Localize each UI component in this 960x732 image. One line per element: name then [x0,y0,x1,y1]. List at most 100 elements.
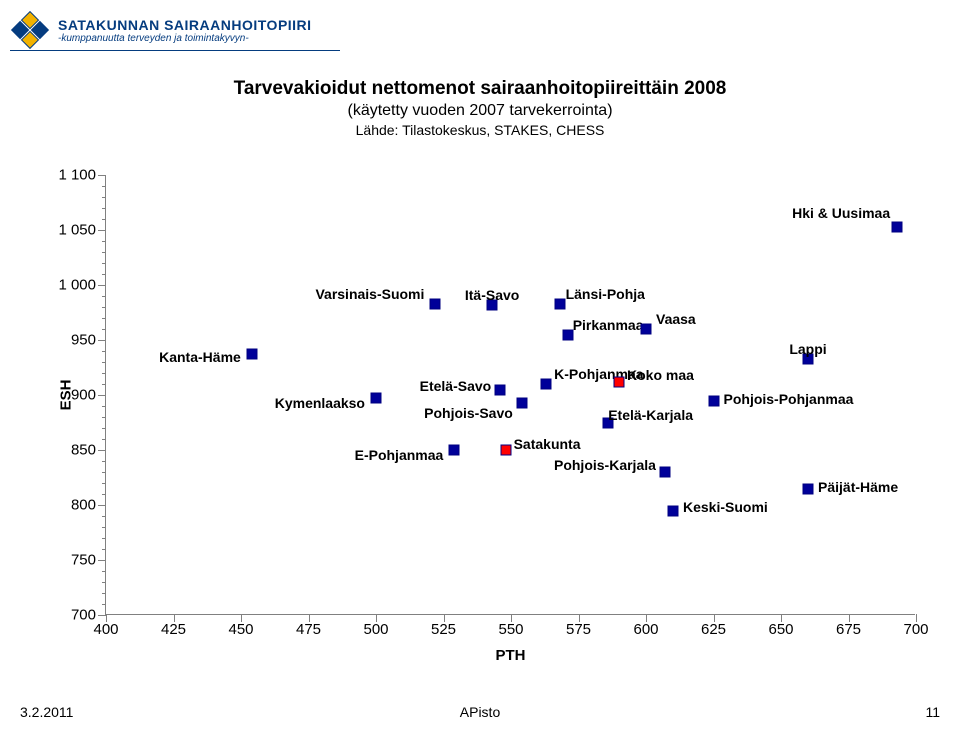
x-tick-label: 500 [363,621,388,638]
x-tick-label: 600 [633,621,658,638]
y-tick-minor [102,494,106,495]
data-point [371,393,382,404]
footer-page: 11 [925,704,940,720]
y-tick-minor [102,439,106,440]
y-tick-minor [102,373,106,374]
chart-subtitle: (käytetty vuoden 2007 tarvekerrointa) [0,102,960,120]
data-point-label: Kanta-Häme [159,349,241,365]
y-tick-label: 900 [46,387,96,404]
data-point [892,221,903,232]
y-tick-label: 950 [46,332,96,349]
x-tick-label: 625 [701,621,726,638]
y-tick [98,175,106,176]
y-tick-minor [102,362,106,363]
data-point-label: Etelä-Savo [420,378,492,394]
y-tick-label: 750 [46,552,96,569]
y-tick-minor [102,582,106,583]
x-tick-label: 575 [566,621,591,638]
data-point [449,445,460,456]
y-tick-minor [102,417,106,418]
data-point-label: Länsi-Pohja [566,286,645,302]
y-tick-minor [102,527,106,528]
data-point-label: Etelä-Karjala [608,407,693,423]
data-point [554,298,565,309]
y-tick-label: 850 [46,442,96,459]
y-tick-minor [102,186,106,187]
y-tick-label: 1 100 [46,167,96,184]
data-point [659,467,670,478]
y-tick-minor [102,549,106,550]
data-point [495,384,506,395]
y-tick-minor [102,406,106,407]
org-tagline: -kumppanuutta terveyden ja toimintakyvyn… [58,33,312,44]
footer-date: 3.2.2011 [20,704,73,720]
y-tick [98,340,106,341]
y-tick [98,615,106,616]
data-point [516,397,527,408]
data-point-label: Päijät-Häme [818,479,898,495]
data-point-label: Kymenlaakso [275,395,365,411]
scatter-chart: ESH PTH 7007508008509009501 0001 0501 10… [45,175,915,655]
y-tick-label: 1 050 [46,222,96,239]
x-tick-label: 675 [836,621,861,638]
y-tick-minor [102,318,106,319]
y-tick-minor [102,516,106,517]
y-tick [98,450,106,451]
x-tick-label: 425 [161,621,186,638]
y-tick-minor [102,219,106,220]
x-tick-label: 550 [498,621,523,638]
data-point-label: Koko maa [627,367,694,383]
y-tick-minor [102,604,106,605]
data-point [668,505,679,516]
y-tick-minor [102,428,106,429]
chart-title-block: Tarvevakioidut nettomenot sairaanhoitopi… [0,78,960,138]
org-logo-icon [10,10,50,50]
y-tick-minor [102,384,106,385]
y-tick-label: 1 000 [46,277,96,294]
data-point [708,395,719,406]
y-tick [98,560,106,561]
x-tick-label: 650 [768,621,793,638]
y-tick-minor [102,296,106,297]
org-header: SATAKUNNAN SAIRAANHOITOPIIRI -kumppanuut… [10,10,312,50]
data-point [803,483,814,494]
data-point-label: Pohjois-Karjala [554,457,656,473]
data-point [500,445,511,456]
y-tick [98,505,106,506]
y-tick-minor [102,208,106,209]
y-tick-minor [102,593,106,594]
y-tick-minor [102,252,106,253]
chart-source: Lähde: Tilastokeskus, STAKES, CHESS [0,122,960,138]
y-tick-minor [102,351,106,352]
footer-author: APisto [460,704,500,720]
data-point-label: E-Pohjanmaa [355,447,444,463]
y-tick-minor [102,461,106,462]
y-tick-minor [102,571,106,572]
data-point-label: Vaasa [656,311,696,327]
y-tick-minor [102,274,106,275]
y-tick-minor [102,307,106,308]
y-tick-minor [102,538,106,539]
org-name: SATAKUNNAN SAIRAANHOITOPIIRI [58,17,312,33]
plot-area: ESH PTH 7007508008509009501 0001 0501 10… [105,175,915,615]
x-tick-label: 400 [93,621,118,638]
data-point-label: Itä-Savo [465,287,519,303]
x-axis-label: PTH [496,647,526,664]
data-point [541,379,552,390]
data-point [562,329,573,340]
x-tick-label: 475 [296,621,321,638]
y-tick-minor [102,197,106,198]
data-point-label: Pohjois-Pohjanmaa [724,391,854,407]
y-tick-minor [102,483,106,484]
y-tick-label: 800 [46,497,96,514]
data-point [430,298,441,309]
org-rule [10,50,340,51]
data-point-label: Varsinais-Suomi [315,286,424,302]
data-point-label: Pohjois-Savo [424,405,513,421]
y-tick-label: 700 [46,607,96,624]
data-point-label: Hki & Uusimaa [792,205,890,221]
chart-title: Tarvevakioidut nettomenot sairaanhoitopi… [0,78,960,100]
y-tick-minor [102,472,106,473]
data-point-label: Lappi [789,341,826,357]
data-point-label: Satakunta [514,436,581,452]
